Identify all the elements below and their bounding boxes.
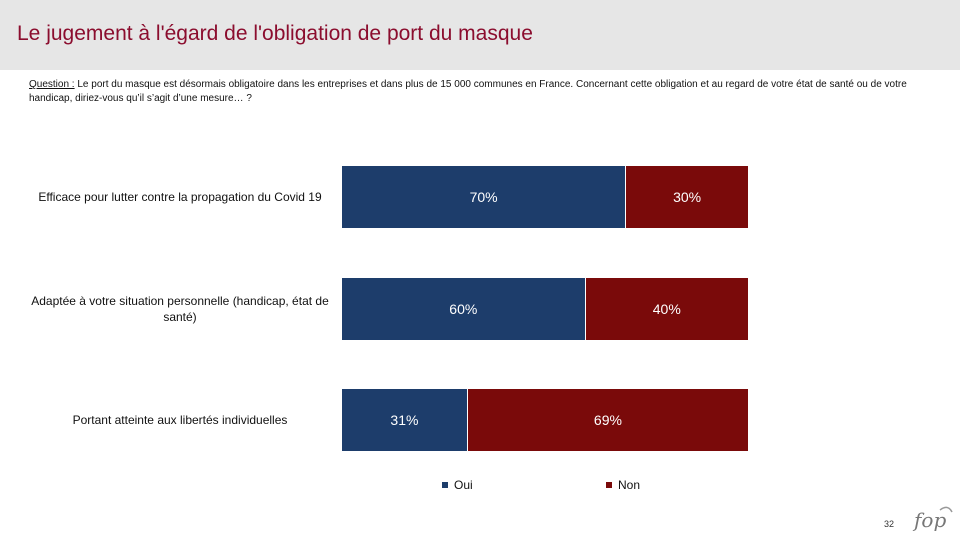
category-label: Efficace pour lutter contre la propagati… (38, 190, 322, 204)
question-label: Question : (29, 79, 75, 90)
legend-label: Oui (454, 478, 473, 492)
ifop-logo: fop (912, 506, 953, 532)
category-label: Portant atteinte aux libertés individuel… (72, 413, 288, 427)
question-text: Question : Le port du masque est désorma… (29, 78, 909, 106)
legend-swatch (442, 482, 448, 488)
legend-label: Non (618, 478, 641, 492)
svg-text:fop: fop (912, 508, 946, 532)
bar-segment-non: 69% (467, 389, 748, 451)
header-band: Le jugement à l'égard de l'obligation de… (0, 0, 960, 70)
page-title: Le jugement à l'égard de l'obligation de… (17, 22, 533, 45)
bar-segment-non: 40% (585, 278, 748, 340)
chart-legend: Oui Non (0, 478, 960, 494)
data-label: 30% (673, 189, 702, 205)
legend-item-oui: Oui (442, 478, 473, 492)
bar-segment-oui: 60% (342, 278, 586, 340)
page-number: 32 (884, 519, 895, 529)
category-label: Adaptée à votre situation personnelle (h… (31, 294, 329, 324)
data-label: 60% (449, 301, 478, 317)
legend-swatch (606, 482, 612, 488)
bar-segment-oui: 31% (342, 389, 468, 451)
data-label: 70% (469, 189, 498, 205)
data-label: 40% (652, 301, 681, 317)
question-body: Le port du masque est désormais obligato… (29, 79, 907, 104)
bar-segment-non: 30% (626, 166, 748, 228)
legend-item-non: Non (606, 478, 640, 492)
data-label: 69% (593, 412, 622, 428)
data-label: 31% (390, 412, 419, 428)
bar-segment-oui: 70% (342, 166, 627, 228)
